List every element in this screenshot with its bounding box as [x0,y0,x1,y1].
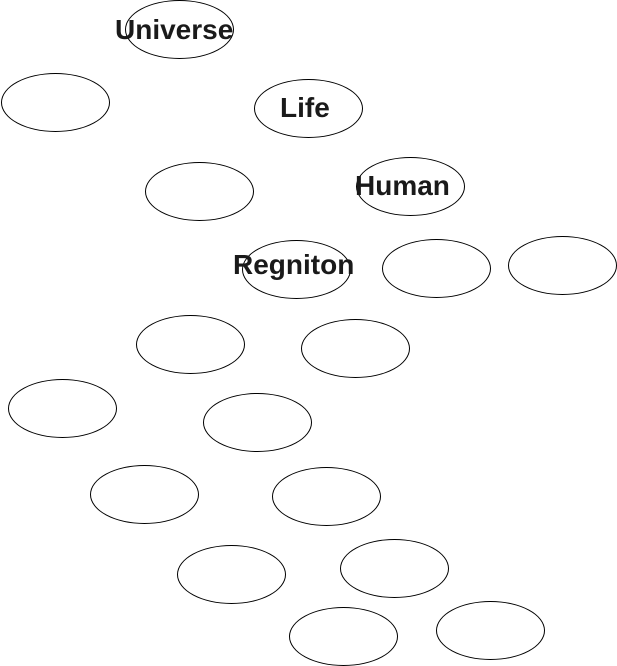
label-regniton: Regniton [233,251,354,279]
ellipse-node [272,467,381,526]
ellipse-node [436,601,545,660]
label-life: Life [280,94,330,122]
label-universe: Universe [115,16,233,44]
ellipse-node [382,239,491,298]
ellipse-node [508,236,617,295]
ellipse-node [301,319,410,378]
ellipse-node [90,465,199,524]
ellipse-node [177,545,286,604]
ellipse-node [340,539,449,598]
ellipse-node [203,393,312,452]
ellipse-node [145,162,254,221]
label-human: Human [355,172,450,200]
ellipse-node [8,379,117,438]
ellipse-node [289,607,398,666]
ellipse-node [136,315,245,374]
ellipse-node [1,73,110,132]
